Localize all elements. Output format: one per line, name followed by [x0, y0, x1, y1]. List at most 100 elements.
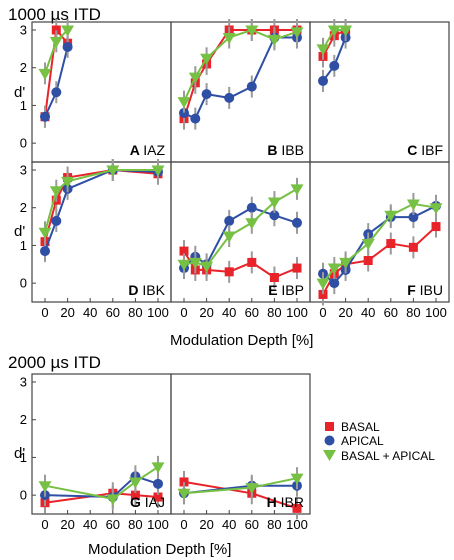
data-point-basal-apical	[245, 25, 259, 37]
xtick-label-D: 40	[83, 305, 97, 320]
xtick-label-E: 60	[245, 305, 259, 320]
data-point-apical	[224, 92, 235, 103]
panel-label-H: H IBR	[267, 494, 304, 510]
data-point-basal-apical	[429, 203, 443, 215]
data-point-basal-apical	[49, 186, 63, 198]
data-point-basal-apical	[290, 184, 304, 196]
panel-frame-F	[309, 161, 450, 303]
panel-letter: E	[268, 282, 281, 298]
panel-A: 0 1 2 3 A IAZ	[20, 19, 172, 163]
xtick-label-G: 40	[83, 517, 97, 532]
data-point-apical	[329, 278, 340, 289]
data-point-apical	[408, 212, 419, 223]
data-point-basal-apical	[245, 483, 259, 495]
panel-subject: IAJ	[145, 494, 165, 510]
xtick-label-G: 20	[60, 517, 74, 532]
panel-subject: IBR	[281, 494, 304, 510]
ytick-label-G: 0	[20, 488, 27, 503]
xtick-label-F: 40	[361, 305, 375, 320]
panel-letter: G	[130, 494, 145, 510]
data-point-basal-apical	[38, 481, 52, 493]
panel-frame-G	[31, 373, 172, 515]
xtick-label-F: 100	[425, 305, 447, 320]
data-point-basal	[130, 490, 140, 500]
data-point-basal-apical	[106, 494, 120, 506]
data-point-basal	[51, 25, 61, 35]
data-point-apical	[329, 60, 340, 71]
data-point-basal-apical	[188, 72, 202, 84]
xtick-label-G: 0	[41, 517, 48, 532]
xtick-label-H: 60	[245, 517, 259, 532]
ylabel-row2: d'	[14, 223, 25, 240]
panel-frame-E	[170, 161, 311, 303]
series-line-basal-apical	[183, 28, 298, 103]
xlabel-1000: Modulation Depth [%]	[170, 332, 313, 349]
panel-label-A: A IAZ	[130, 142, 166, 158]
panel-label-C: C IBF	[407, 142, 443, 158]
data-point-basal-apical	[200, 261, 214, 273]
data-point-apical	[153, 478, 163, 489]
data-point-apical	[40, 111, 50, 122]
data-point-basal-apical	[339, 25, 353, 37]
legend-marker-apical	[324, 435, 335, 446]
xtick-label-H: 0	[180, 517, 187, 532]
xtick-label-G: 80	[128, 517, 142, 532]
data-point-apical	[246, 81, 257, 92]
ytick-label-A: 1	[20, 98, 27, 113]
panel-letter: A	[130, 142, 143, 158]
xtick-label-H: 20	[199, 517, 213, 532]
panel-H: 0 20 40 60 80 100 H IBR	[170, 373, 311, 532]
data-point-basal-apical	[177, 488, 191, 500]
data-point-basal-apical	[106, 165, 120, 177]
data-point-basal-apical	[316, 278, 330, 290]
panel-B: B IBB	[170, 19, 311, 163]
panel-label-B: B IBB	[267, 142, 304, 158]
panel-subject: IBP	[281, 282, 304, 298]
data-point-apical	[51, 215, 62, 226]
data-point-basal-apical	[290, 473, 304, 485]
xtick-label-D: 80	[128, 305, 142, 320]
xtick-label-E: 0	[180, 305, 187, 320]
panel-label-E: E IBP	[268, 282, 304, 298]
data-point-basal-apical	[327, 263, 341, 275]
panel-label-D: D IBK	[128, 282, 165, 298]
data-point-basal-apical	[316, 44, 330, 56]
panel-frame-H	[170, 373, 311, 515]
panel-D: 0 1 2 3 0 20 40 60 80 100 D IBK	[20, 159, 172, 320]
xtick-label-H: 100	[286, 517, 308, 532]
data-point-apical	[40, 246, 50, 257]
data-point-basal-apical	[222, 33, 236, 45]
series-line-basal-apical	[44, 466, 159, 500]
xtick-label-H: 80	[267, 517, 281, 532]
data-point-apical	[318, 75, 328, 86]
xtick-label-G: 100	[147, 517, 169, 532]
data-point-basal-apical	[200, 53, 214, 65]
xtick-label-E: 80	[267, 305, 281, 320]
data-point-basal	[363, 256, 373, 266]
series-line-basal-apical	[322, 202, 437, 284]
series-line-basal	[44, 492, 159, 504]
data-point-basal-apical	[38, 227, 52, 239]
xtick-label-G: 60	[106, 517, 120, 532]
ytick-label-D: 3	[20, 163, 27, 178]
xtick-label-D: 60	[106, 305, 120, 320]
xtick-label-F: 80	[406, 305, 420, 320]
data-point-apical	[179, 107, 189, 118]
data-point-basal-apical	[267, 34, 281, 46]
xtick-label-D: 20	[60, 305, 74, 320]
data-point-basal-apical	[267, 197, 281, 209]
xtick-label-F: 0	[319, 305, 326, 320]
data-point-basal-apical	[406, 199, 420, 211]
data-point-basal-apical	[151, 462, 165, 474]
legend-marker-basal-apical	[323, 450, 336, 461]
ytick-label-A: 3	[20, 23, 27, 38]
xtick-label-F: 60	[384, 305, 398, 320]
series-line-basal-apical	[183, 188, 298, 268]
ytick-label-G: 3	[20, 375, 27, 390]
legend-label-basal: BASAL	[341, 420, 380, 434]
panel-label-G: G IAJ	[130, 494, 165, 510]
legend-label-basal-apical: BASAL + APICAL	[341, 449, 435, 463]
xtick-label-H: 40	[222, 517, 236, 532]
data-point-basal-apical	[151, 165, 165, 177]
